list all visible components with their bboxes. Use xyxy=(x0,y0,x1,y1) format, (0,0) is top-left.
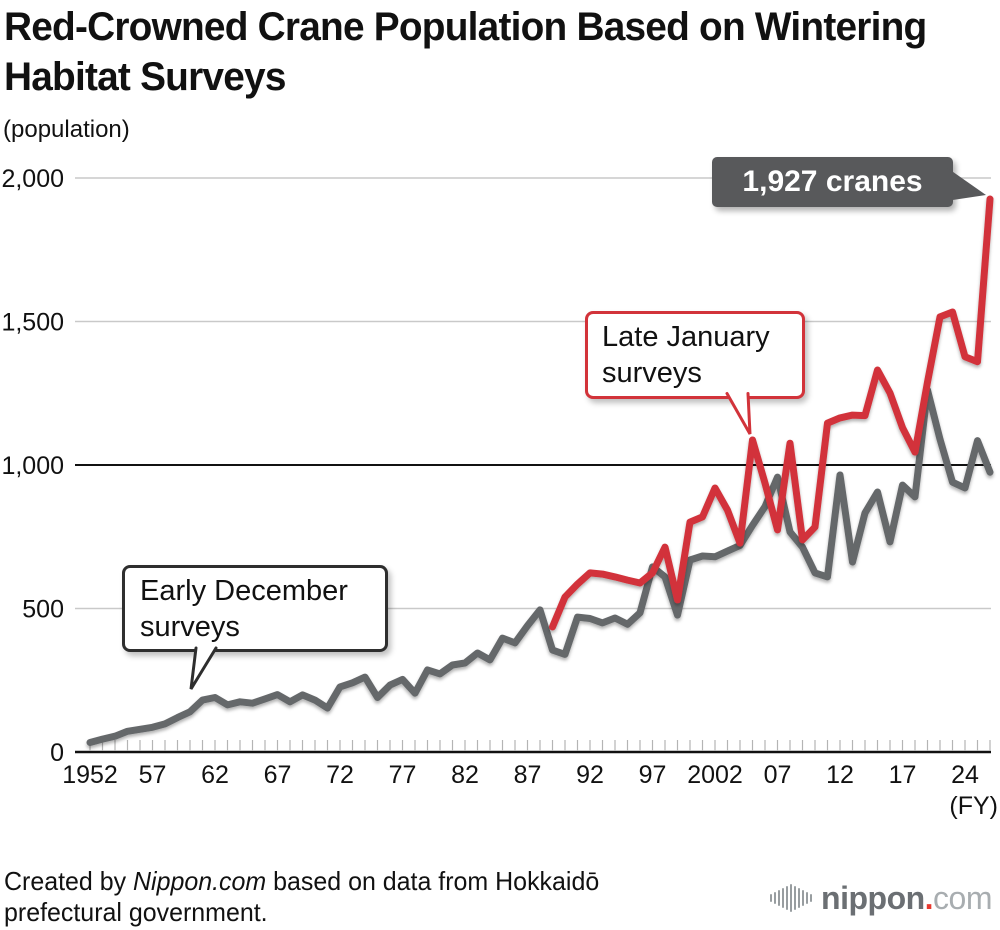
svg-text:92: 92 xyxy=(576,761,604,789)
credit-prefix: Created by xyxy=(4,866,134,896)
axis-labels: 0 500 1,000 1,500 2,000 1952 57 62 67 72 77 82 87 92 9… xyxy=(1,165,979,789)
svg-text:2002: 2002 xyxy=(687,761,743,789)
y-axis-unit-label: (population) xyxy=(3,116,130,143)
svg-text:72: 72 xyxy=(326,761,354,789)
svg-text:67: 67 xyxy=(264,761,292,789)
early-december-callout-line2: surveys xyxy=(140,611,240,643)
svg-text:12: 12 xyxy=(826,761,854,789)
svg-text:87: 87 xyxy=(514,761,542,789)
svg-text:500: 500 xyxy=(22,596,64,624)
nippon-com-logo: nippon.com xyxy=(769,878,992,918)
svg-text:24: 24 xyxy=(951,761,979,789)
svg-text:1952: 1952 xyxy=(62,761,118,789)
early-december-callout-line1: Early December xyxy=(140,575,348,607)
logo-name: nippon xyxy=(821,879,925,916)
title-line-2: Habitat Surveys xyxy=(4,55,286,99)
late-january-callout-line1: Late January xyxy=(602,321,770,353)
data-series xyxy=(86,195,994,746)
svg-text:62: 62 xyxy=(201,761,229,789)
svg-text:2,000: 2,000 xyxy=(1,165,64,193)
peak-value-callout: 1,927 cranes xyxy=(712,157,953,207)
svg-text:97: 97 xyxy=(639,761,667,789)
svg-text:82: 82 xyxy=(451,761,479,789)
x-axis-ticks xyxy=(89,740,991,751)
credit-line2: prefectural government. xyxy=(4,897,268,927)
early-december-callout: Early December surveys xyxy=(122,565,388,652)
logo-wordmark: nippon.com xyxy=(821,880,992,917)
svg-text:77: 77 xyxy=(389,761,417,789)
soundwave-bars-icon xyxy=(769,882,813,914)
x-axis-unit-label: (FY) xyxy=(949,792,998,820)
late-january-callout: Late January surveys xyxy=(585,311,805,399)
svg-text:1,500: 1,500 xyxy=(1,309,64,337)
svg-text:1,000: 1,000 xyxy=(1,452,64,480)
svg-text:17: 17 xyxy=(889,761,917,789)
page-title: Red-Crowned Crane Population Based on Wi… xyxy=(4,2,1000,102)
late-january-callout-line2: surveys xyxy=(602,357,702,389)
svg-text:0: 0 xyxy=(50,739,64,767)
logo-tld: com xyxy=(933,879,992,916)
credit-rest: based on data from Hokkaidō xyxy=(266,866,600,896)
svg-text:07: 07 xyxy=(764,761,792,789)
source-credit: Created by Nippon.com based on data from… xyxy=(4,866,657,928)
logo-red-dot: . xyxy=(924,879,934,916)
svg-text:57: 57 xyxy=(139,761,167,789)
title-line-1: Red-Crowned Crane Population Based on Wi… xyxy=(4,5,927,49)
credit-brand: Nippon.com xyxy=(133,866,267,896)
gridlines xyxy=(75,177,991,754)
